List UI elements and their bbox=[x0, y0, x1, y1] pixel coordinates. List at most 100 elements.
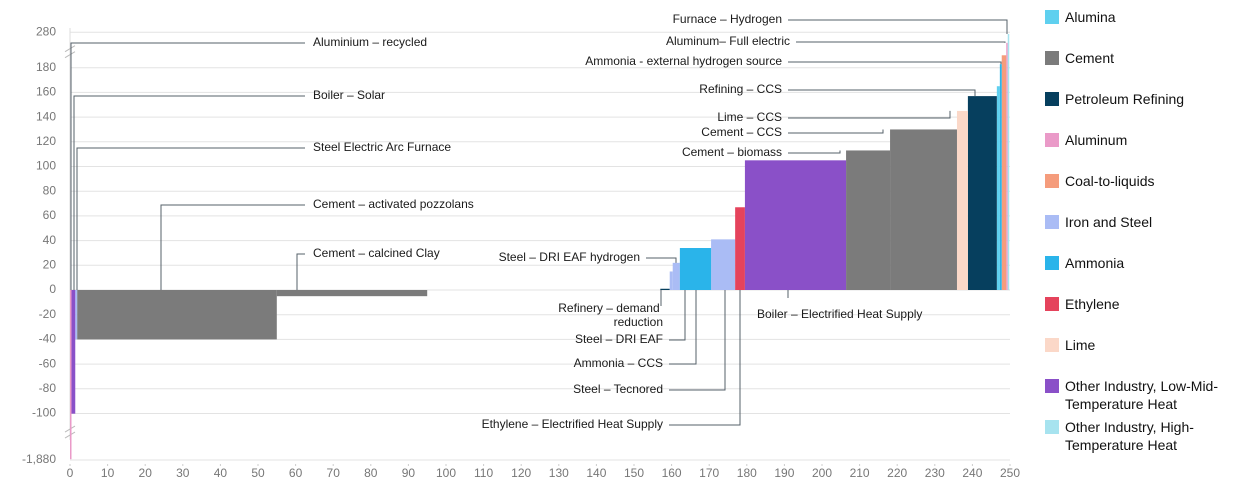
legend-label: Iron and Steel bbox=[1065, 214, 1153, 230]
bar-label: Steel Electric Arc Furnace bbox=[313, 140, 451, 154]
bar-label: Aluminum– Full electric bbox=[666, 34, 790, 48]
y-tick-label: 160 bbox=[36, 85, 56, 99]
bar-label: Cement – biomass bbox=[682, 145, 782, 159]
bar-label: Steel – Tecnored bbox=[573, 382, 663, 396]
bar-label: Refining – CCS bbox=[699, 82, 782, 96]
x-tick-label: 70 bbox=[327, 466, 341, 480]
x-tick-label: 230 bbox=[925, 466, 945, 480]
x-tick-label: 30 bbox=[176, 466, 190, 480]
legend-swatch bbox=[1045, 297, 1059, 311]
y-tick-label: 20 bbox=[43, 257, 57, 271]
bar bbox=[276, 290, 428, 297]
axis-break bbox=[64, 45, 76, 53]
x-tick-label: 0 bbox=[67, 466, 74, 480]
axis-break bbox=[64, 51, 76, 59]
leader-line bbox=[669, 290, 726, 391]
x-tick-label: 160 bbox=[662, 466, 682, 480]
y-tick-label: 40 bbox=[43, 233, 57, 247]
y-tick-label: -40 bbox=[39, 332, 57, 346]
bar-label: Ammonia - external hydrogen source bbox=[585, 54, 782, 68]
legend-swatch bbox=[1045, 379, 1059, 393]
bar-label: Ammonia – CCS bbox=[574, 356, 663, 370]
chart: 280180160140120100806040200-20-40-60-80-… bbox=[22, 12, 1020, 480]
bar-label: Refinery – demand reduction bbox=[558, 301, 663, 329]
bar-label: Steel – DRI EAF bbox=[575, 332, 663, 346]
legend-swatch bbox=[1045, 215, 1059, 229]
leader-line bbox=[788, 89, 976, 97]
legend-item: Coal-to-liquids bbox=[1045, 172, 1230, 213]
x-tick-label: 140 bbox=[586, 466, 606, 480]
bar-label: Boiler – Electrified Heat Supply bbox=[757, 307, 922, 321]
bar bbox=[846, 150, 891, 290]
x-tick-label: 10 bbox=[101, 466, 115, 480]
legend-label: Ammonia bbox=[1065, 255, 1125, 271]
y-tick-label: 140 bbox=[36, 109, 56, 123]
x-tick-label: 60 bbox=[289, 466, 303, 480]
leader-line bbox=[796, 41, 1006, 43]
bar-label-line: reduction bbox=[614, 315, 663, 329]
leader-line bbox=[788, 150, 841, 154]
y-tick-label: -1,880 bbox=[22, 452, 56, 466]
bar-label: Steel – DRI EAF hydrogen bbox=[499, 250, 640, 264]
x-tick-label: 200 bbox=[812, 466, 832, 480]
legend-label: Cement bbox=[1065, 50, 1115, 66]
x-tick-label: 190 bbox=[774, 466, 794, 480]
bar bbox=[70, 290, 72, 460]
legend-label: Lime bbox=[1065, 337, 1096, 353]
leader-line bbox=[788, 129, 884, 134]
legend-item: Lime bbox=[1045, 336, 1230, 377]
y-tick-label: -20 bbox=[39, 307, 57, 321]
legend-item: Aluminum bbox=[1045, 131, 1230, 172]
legend-swatch bbox=[1045, 256, 1059, 270]
bar bbox=[967, 96, 997, 290]
bar bbox=[996, 86, 1000, 290]
y-tick-label: 60 bbox=[43, 208, 57, 222]
x-tick-label: 150 bbox=[624, 466, 644, 480]
bar bbox=[71, 290, 76, 414]
y-tick-label: 100 bbox=[36, 159, 56, 173]
x-tick-label: 20 bbox=[139, 466, 153, 480]
legend-item: Petroleum Refining bbox=[1045, 90, 1230, 131]
bar-label: Ethylene – Electrified Heat Supply bbox=[482, 417, 663, 431]
bar bbox=[77, 290, 277, 340]
bar-label: Boiler – Solar bbox=[313, 88, 385, 102]
x-tick-label: 40 bbox=[214, 466, 228, 480]
y-tick-label: 280 bbox=[36, 24, 56, 38]
legend-item: Alumina bbox=[1045, 8, 1230, 49]
bar-label: Cement – calcined Clay bbox=[313, 246, 440, 260]
x-tick-label: 250 bbox=[1000, 466, 1020, 480]
x-tick-label: 100 bbox=[436, 466, 456, 480]
leader-line bbox=[669, 290, 697, 365]
x-tick-label: 130 bbox=[549, 466, 569, 480]
leader-line bbox=[76, 147, 305, 290]
bar bbox=[672, 262, 680, 290]
bar bbox=[999, 64, 1002, 291]
y-tick-label: 80 bbox=[43, 183, 57, 197]
y-tick-label: -80 bbox=[39, 381, 57, 395]
bar-label: Cement – CCS bbox=[701, 125, 782, 139]
leader-line bbox=[788, 61, 1002, 65]
bar bbox=[890, 129, 957, 290]
x-tick-label: 180 bbox=[737, 466, 757, 480]
legend-swatch bbox=[1045, 10, 1059, 24]
legend-item: Ethylene bbox=[1045, 295, 1230, 336]
y-tick-label: -60 bbox=[39, 356, 57, 370]
legend-label: Alumina bbox=[1065, 9, 1116, 25]
legend-swatch bbox=[1045, 420, 1059, 434]
bar bbox=[956, 110, 968, 290]
x-tick-label: 220 bbox=[887, 466, 907, 480]
y-tick-label: -100 bbox=[32, 406, 56, 420]
leader-line bbox=[788, 19, 1008, 34]
legend-swatch bbox=[1045, 51, 1059, 65]
legend-item: Ammonia bbox=[1045, 254, 1230, 295]
x-tick-label: 80 bbox=[364, 466, 378, 480]
x-tick-label: 170 bbox=[699, 466, 719, 480]
bar bbox=[744, 160, 847, 290]
leader-line bbox=[160, 204, 305, 290]
legend-item: Iron and Steel bbox=[1045, 213, 1230, 254]
leader-line bbox=[646, 257, 677, 263]
legend-label: Coal-to-liquids bbox=[1065, 173, 1155, 189]
leader-line bbox=[73, 95, 305, 290]
bar-label: Furnace – Hydrogen bbox=[673, 12, 782, 26]
